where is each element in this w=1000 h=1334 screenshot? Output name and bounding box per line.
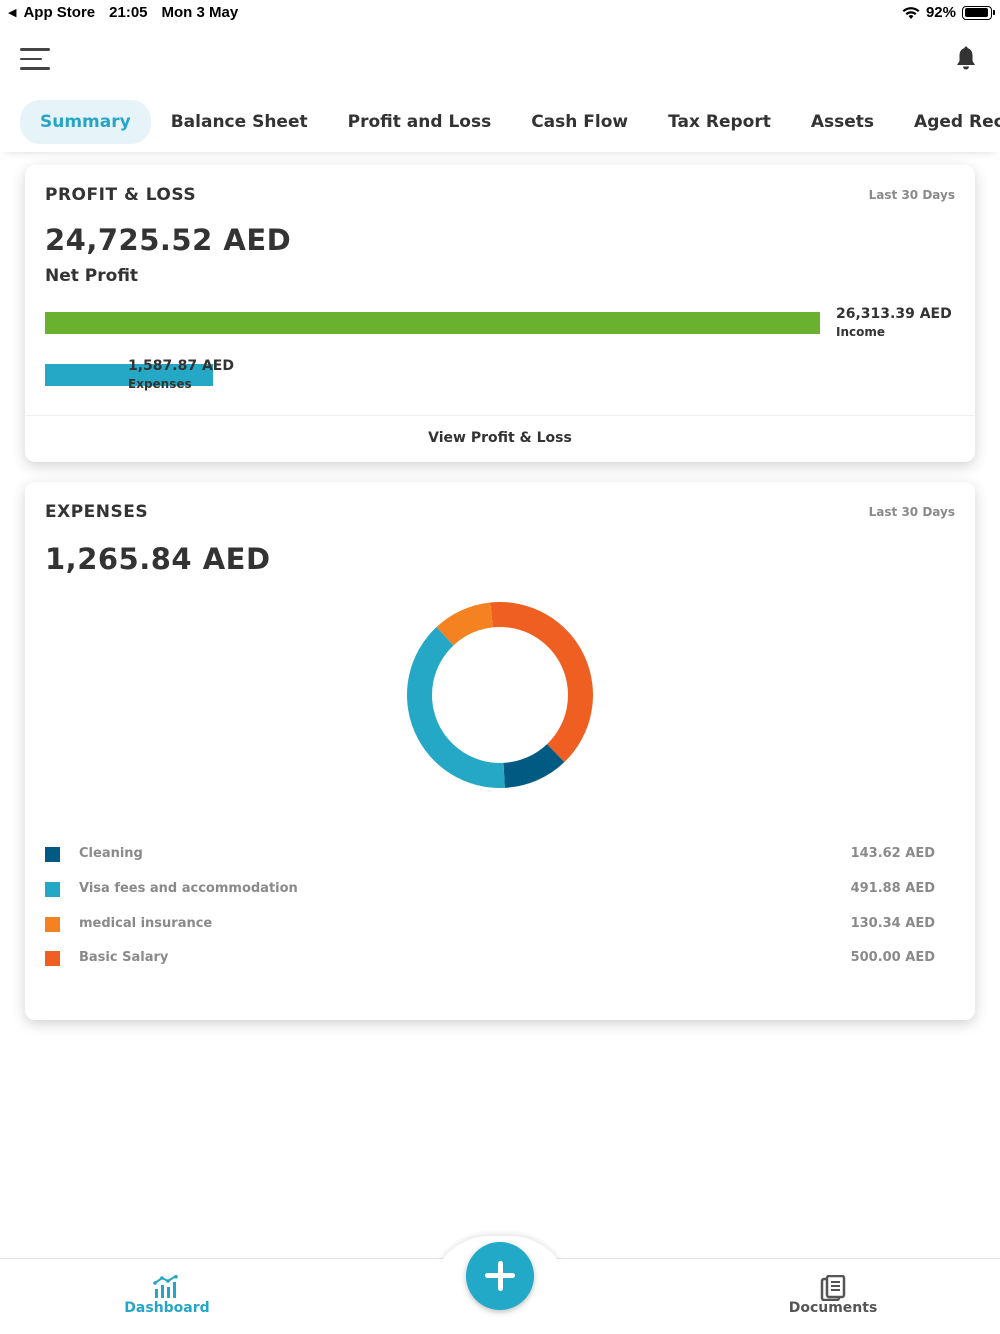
legend-swatch bbox=[45, 951, 60, 966]
status-time: 21:05 bbox=[109, 4, 148, 21]
net-profit-amount: 24,725.52 AED bbox=[45, 223, 292, 257]
tab-balance-sheet[interactable]: Balance Sheet bbox=[170, 112, 308, 132]
view-profit-loss-button[interactable]: View Profit & Loss bbox=[428, 430, 572, 446]
legend-swatch bbox=[45, 882, 60, 897]
status-bar: ◀ App Store 21:05 Mon 3 May 92% bbox=[0, 0, 1000, 28]
bell-icon[interactable] bbox=[954, 46, 978, 72]
tab-tax-report[interactable]: Tax Report bbox=[668, 112, 771, 132]
divider bbox=[25, 415, 975, 416]
donut-slice-medical-insurance bbox=[436, 602, 493, 646]
battery-icon bbox=[962, 5, 995, 20]
profit-loss-title: PROFIT & LOSS bbox=[45, 185, 197, 205]
back-arrow-icon[interactable]: ◀ bbox=[8, 7, 17, 19]
add-button[interactable] bbox=[466, 1242, 534, 1310]
legend-value: 500.00 AED bbox=[850, 950, 935, 965]
tab-profit-and-loss[interactable]: Profit and Loss bbox=[347, 112, 492, 132]
status-date: Mon 3 May bbox=[161, 4, 239, 21]
profit-loss-card: PROFIT & LOSS Last 30 Days 24,725.52 AED… bbox=[25, 165, 975, 462]
tab-aged-receiv[interactable]: Aged Receiv bbox=[914, 112, 1000, 132]
legend-item: Cleaning 143.62 AED bbox=[45, 844, 935, 864]
donut-slice-cleaning bbox=[503, 744, 565, 788]
legend-swatch bbox=[45, 847, 60, 862]
tab-cash-flow[interactable]: Cash Flow bbox=[531, 112, 629, 132]
nav-dashboard-label: Dashboard bbox=[124, 1300, 210, 1316]
legend-name: Cleaning bbox=[79, 846, 143, 861]
expenses-donut-chart bbox=[407, 602, 593, 788]
legend-item: medical insurance 130.34 AED bbox=[45, 914, 935, 934]
expenses-card: EXPENSES Last 30 Days 1,265.84 AED Clean… bbox=[25, 482, 975, 1020]
legend-value: 130.34 AED bbox=[850, 916, 935, 931]
battery-percent: 92% bbox=[925, 4, 956, 21]
bar-chart-icon bbox=[153, 1275, 178, 1298]
expenses-label: Expenses bbox=[128, 377, 192, 391]
nav-dashboard[interactable]: Dashboard bbox=[67, 1259, 267, 1334]
expenses-period: Last 30 Days bbox=[868, 505, 955, 519]
net-profit-label: Net Profit bbox=[45, 266, 139, 286]
nav-documents[interactable]: Documents bbox=[733, 1259, 933, 1334]
expenses-title: EXPENSES bbox=[45, 502, 149, 522]
expenses-bar bbox=[45, 364, 213, 386]
donut-slice-visa-fees-and-accommodation bbox=[407, 627, 505, 788]
expenses-value: 1,587.87 AED bbox=[128, 358, 234, 374]
legend-name: Visa fees and accommodation bbox=[79, 881, 298, 896]
legend-name: Basic Salary bbox=[79, 950, 169, 965]
income-label: Income bbox=[836, 325, 886, 339]
profit-loss-period: Last 30 Days bbox=[868, 188, 955, 202]
legend-swatch bbox=[45, 917, 60, 932]
hamburger-icon[interactable] bbox=[20, 48, 50, 70]
donut-slice-basic-salary bbox=[490, 602, 593, 763]
legend-item: Basic Salary 500.00 AED bbox=[45, 948, 935, 968]
tab-summary[interactable]: Summary bbox=[20, 100, 151, 144]
report-tabs: Summary Balance Sheet Profit and Loss Cash … bbox=[0, 92, 1000, 152]
nav-documents-label: Documents bbox=[788, 1300, 878, 1316]
legend-value: 143.62 AED bbox=[850, 846, 935, 861]
legend-value: 491.88 AED bbox=[850, 881, 935, 896]
top-header bbox=[0, 28, 1000, 90]
documents-icon bbox=[820, 1275, 846, 1301]
expenses-total-amount: 1,265.84 AED bbox=[45, 542, 271, 576]
legend-name: medical insurance bbox=[79, 916, 213, 931]
legend-item: Visa fees and accommodation 491.88 AED bbox=[45, 879, 935, 899]
tab-assets[interactable]: Assets bbox=[810, 112, 875, 132]
wifi-icon bbox=[902, 6, 920, 19]
back-to-app-label[interactable]: App Store bbox=[23, 4, 96, 21]
income-bar bbox=[45, 312, 820, 334]
income-value: 26,313.39 AED bbox=[836, 306, 952, 322]
